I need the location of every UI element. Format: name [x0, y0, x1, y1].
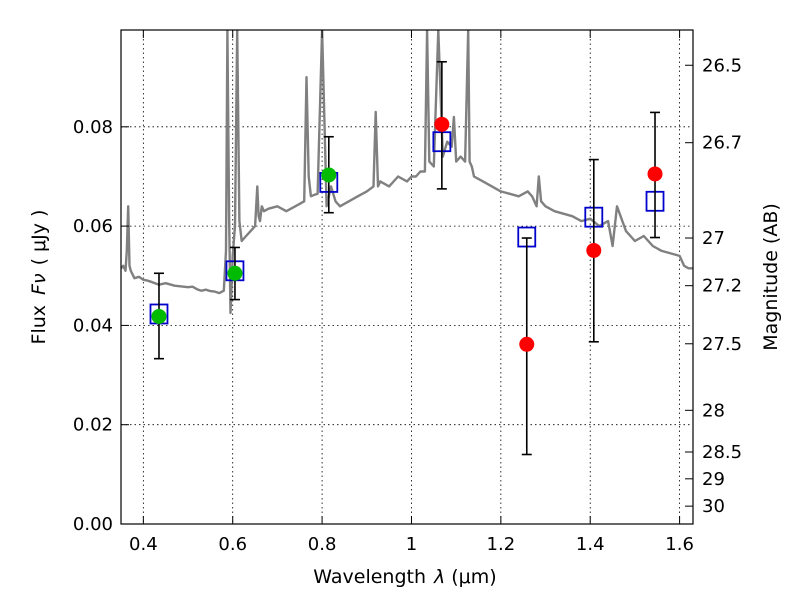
right-tick-label: 26.7 — [702, 133, 742, 154]
y-tick-label: 0.02 — [73, 415, 113, 436]
spectrum-layer — [121, 30, 693, 315]
y-tick-label: 0.04 — [73, 315, 113, 336]
x-tick-label: 0.6 — [218, 534, 247, 555]
x-axis-title: Wavelength λ (μm) — [313, 566, 496, 588]
x-axis-symbol: λ — [433, 566, 445, 588]
flux-point — [321, 167, 337, 183]
right-tick-label: 28 — [702, 400, 725, 421]
y-axis-unit: ( μJy ) — [28, 210, 50, 266]
y-axis-title: Flux Fν ( μJy ) — [28, 210, 50, 345]
x-tick-label: 0.8 — [308, 534, 337, 555]
x-tick-label: 1.6 — [665, 534, 694, 555]
x-axis-unit: (μm) — [451, 566, 496, 588]
flux-point — [519, 336, 535, 352]
axis-ticks: 0.4 0.6 0.8 1 1.2 1.4 1.6 0.00 0.02 0.04 0.06 0.08 2… — [73, 30, 742, 555]
y-tick-label: 0.08 — [73, 117, 113, 138]
flux-point — [434, 116, 450, 132]
right-tick-label: 27 — [702, 228, 725, 249]
x-tick-label: 1 — [406, 534, 417, 555]
plot-frame — [120, 29, 694, 525]
x-tick-label: 1.4 — [576, 534, 605, 555]
y-axis-symbol: Fν — [28, 273, 50, 295]
right-tick-label: 30 — [702, 496, 725, 517]
x-tick-label: 1.2 — [487, 534, 516, 555]
right-axis-title: Magnitude (AB) — [760, 203, 782, 351]
grid-lines — [121, 30, 693, 525]
flux-point — [227, 265, 243, 281]
right-tick-label: 29 — [702, 469, 725, 490]
flux-point — [586, 242, 602, 258]
y-tick-label: 0.06 — [73, 216, 113, 237]
x-tick-label: 0.4 — [129, 534, 158, 555]
right-tick-label: 26.5 — [702, 55, 742, 76]
flux-point — [151, 308, 167, 324]
right-tick-label: 28.5 — [702, 442, 742, 463]
right-tick-label: 27.5 — [702, 334, 742, 355]
x-axis-label: Wavelength — [313, 566, 426, 588]
right-tick-label: 27.2 — [702, 276, 742, 297]
flux-point — [647, 166, 663, 182]
marker-layer — [149, 60, 665, 456]
y-axis-label: Flux — [28, 305, 50, 345]
y-tick-label: 0.00 — [73, 514, 113, 535]
spectrum-line — [121, 30, 693, 315]
